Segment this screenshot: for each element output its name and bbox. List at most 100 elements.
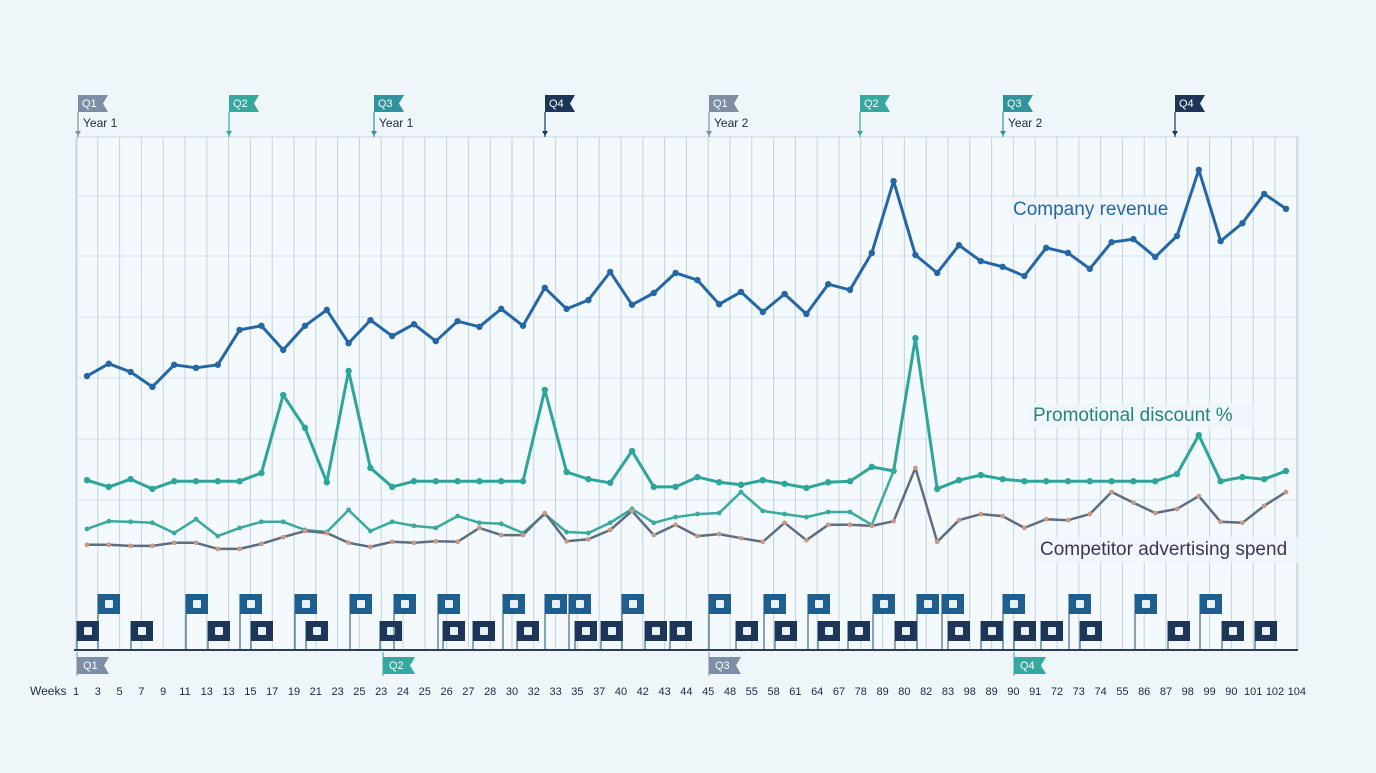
data-point <box>1174 506 1180 512</box>
x-tick-label: 99 <box>1203 686 1215 698</box>
data-point <box>999 263 1006 270</box>
data-point <box>1261 475 1268 483</box>
event-glyph <box>401 600 409 608</box>
event-glyph <box>302 600 310 608</box>
data-point <box>1000 513 1005 519</box>
data-point <box>171 478 178 485</box>
data-point <box>1087 511 1093 517</box>
flag-label: Q4 <box>1179 98 1194 110</box>
event-glyph <box>988 627 996 635</box>
flag-label: Q2 <box>864 98 879 110</box>
data-point <box>411 523 417 529</box>
data-point <box>192 478 200 485</box>
data-point <box>432 478 439 485</box>
event-glyph <box>215 627 223 635</box>
flag <box>545 95 575 112</box>
event-glyph <box>902 627 910 635</box>
x-tick-label: 28 <box>484 686 496 698</box>
flag-sublabel: Year 2 <box>1008 116 1043 130</box>
data-point <box>760 508 766 514</box>
event-glyph <box>1076 600 1084 608</box>
flag-arrow <box>371 131 377 136</box>
series-label-bg <box>1009 197 1162 223</box>
data-point <box>389 332 396 340</box>
series-label: Company revenue <box>1013 199 1168 220</box>
data-point <box>1261 503 1267 509</box>
event-glyph <box>608 627 616 635</box>
data-point <box>432 337 439 345</box>
x-tick-label: 23 <box>331 686 343 698</box>
event-glyph <box>524 627 532 635</box>
data-point <box>84 542 90 548</box>
event-glyph <box>552 600 560 608</box>
data-point <box>149 383 156 391</box>
data-point <box>1043 478 1050 485</box>
data-point <box>258 469 265 477</box>
event-glyph <box>1142 600 1150 608</box>
flag-arrow <box>706 131 712 136</box>
x-tick-label: 30 <box>506 686 518 698</box>
data-point <box>389 483 396 491</box>
data-point <box>83 476 91 484</box>
event-glyph <box>357 600 365 608</box>
quarter-tag <box>1014 657 1046 674</box>
flag-label: Q3 <box>378 98 393 110</box>
data-point <box>150 543 155 549</box>
data-point <box>323 306 330 314</box>
data-point <box>672 483 679 491</box>
x-tick-label: 3 <box>95 686 101 698</box>
data-point <box>259 541 264 547</box>
data-point <box>825 509 831 515</box>
data-point <box>433 525 439 531</box>
series-line <box>86 168 1287 389</box>
x-tick-label: 89 <box>985 686 997 698</box>
data-point <box>825 479 832 486</box>
data-point <box>477 520 482 526</box>
x-tick-label: 25 <box>419 686 431 698</box>
x-tick-label: 17 <box>266 686 278 698</box>
x-tick-label: 61 <box>789 686 801 698</box>
data-point <box>106 542 112 548</box>
data-point <box>411 540 417 546</box>
data-point <box>585 475 592 483</box>
x-tick-label: 40 <box>615 686 627 698</box>
data-point <box>694 276 701 284</box>
data-point <box>1021 272 1028 280</box>
flag-arrow <box>857 131 863 136</box>
event-glyph <box>1021 627 1029 635</box>
data-point <box>476 478 483 485</box>
quarter-label: Q3 <box>715 660 730 672</box>
data-point <box>236 478 243 485</box>
data-point <box>804 537 809 543</box>
data-point <box>1173 470 1181 478</box>
x-tick-label: 9 <box>160 686 166 698</box>
data-point <box>171 361 178 368</box>
x-tick-label: 102 <box>1266 686 1284 698</box>
data-point <box>607 479 614 486</box>
series-line <box>87 466 1287 551</box>
event-glyph <box>1229 627 1237 635</box>
data-point <box>301 322 309 329</box>
data-point <box>673 514 678 520</box>
data-point <box>150 520 155 526</box>
data-point <box>1043 516 1049 522</box>
data-point <box>498 521 504 527</box>
data-point <box>760 539 766 545</box>
data-point <box>869 523 875 529</box>
data-point <box>127 368 134 376</box>
data-point <box>324 530 330 536</box>
flag-arrow <box>226 131 232 136</box>
data-point <box>651 532 657 538</box>
data-point <box>345 340 352 347</box>
flag <box>78 95 108 112</box>
event-glyph <box>387 627 395 635</box>
data-point <box>1152 478 1159 485</box>
data-point <box>737 481 745 489</box>
data-point <box>999 475 1006 483</box>
x-tick-label: 13 <box>222 686 234 698</box>
flag-arrow <box>542 131 548 136</box>
data-point <box>934 485 941 493</box>
data-point <box>913 465 918 471</box>
event-glyph <box>949 600 957 608</box>
x-tick-label: 74 <box>1094 686 1106 698</box>
